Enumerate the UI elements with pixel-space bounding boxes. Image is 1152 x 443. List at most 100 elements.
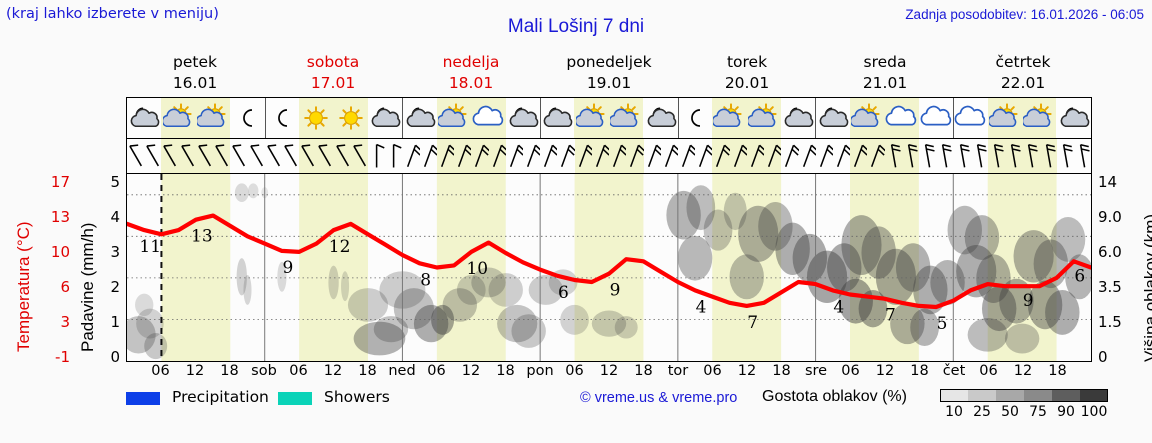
cloud-density-tick: 100	[1080, 404, 1108, 420]
weather-icon-row	[126, 97, 1092, 139]
wind-barb	[248, 139, 265, 173]
wind-barb	[299, 139, 317, 173]
wind-barb	[971, 139, 988, 173]
precipitation-tick: 1	[110, 313, 120, 331]
cloud-density-legend-title: Gostota oblakov (%)	[762, 388, 907, 405]
wind-barb	[144, 139, 161, 173]
svg-text:7: 7	[747, 313, 758, 333]
day-name: četrtek	[995, 53, 1051, 71]
x-axis-tick: 12	[599, 363, 619, 379]
weather-icon-cloud	[919, 98, 953, 138]
wind-barb	[764, 139, 784, 173]
meteogram-plot: 11 13 9 12 8 10 6 9 4 7 4 7 5 9 6	[126, 173, 1092, 362]
wind-barb	[919, 139, 936, 173]
svg-text:9: 9	[610, 281, 621, 301]
wind-barb	[436, 139, 457, 173]
weather-icon-moon-cloud	[815, 98, 849, 138]
weather-icon-moon	[264, 98, 299, 138]
cloud-height-tick: 6.0	[1098, 243, 1122, 261]
weather-icon-moon-cloud	[540, 98, 574, 138]
x-axis-tick: 18	[910, 363, 929, 379]
weather-icon-sun-cloud	[195, 98, 231, 138]
wind-barb	[557, 139, 577, 173]
wind-barb	[591, 139, 612, 173]
temperature-tick: 13	[50, 208, 70, 226]
wind-barb	[195, 139, 214, 173]
svg-text:5: 5	[937, 314, 948, 334]
day-separator	[540, 98, 542, 138]
temperature-tick: -1	[55, 348, 70, 366]
wind-barb	[695, 139, 715, 173]
day-header-torek: torek 20.01	[678, 52, 816, 96]
weather-icon-moon-cloud	[402, 98, 436, 138]
precipitation-tick: 3	[110, 243, 120, 261]
x-axis-tick: 12	[737, 363, 757, 379]
svg-text:9: 9	[283, 258, 294, 278]
weather-icon-sun-cloud	[608, 98, 644, 138]
svg-text:6: 6	[1074, 266, 1085, 286]
temperature-axis-title: Temperatura (°C)	[14, 221, 33, 352]
svg-text:13: 13	[191, 227, 213, 247]
plot-canvas: 11 13 9 12 8 10 6 9 4 7 4 7 5 9 6	[127, 174, 1091, 361]
x-axis-tick: sob	[251, 363, 277, 379]
temperature-labels: 11 13 9 12 8 10 6 9 4 7 4 7 5 9 6	[139, 227, 1085, 334]
wind-barb	[213, 139, 231, 173]
x-axis-tick: ned	[388, 363, 416, 379]
temperature-tick: 3	[60, 313, 70, 331]
x-axis-tick: 12	[875, 363, 895, 379]
weather-icon-moon	[230, 98, 264, 138]
svg-text:8: 8	[420, 270, 431, 290]
x-axis-tick: 06	[151, 363, 170, 379]
cloud-height-tick: 1.5	[1098, 313, 1122, 331]
day-date: 20.01	[724, 74, 770, 92]
weather-icon-moon-cloud	[781, 98, 815, 138]
cloud-height-tick: 9.0	[1098, 208, 1122, 226]
day-header-četrtek: četrtek 22.01	[954, 52, 1092, 96]
cloud-density-swatch	[1052, 389, 1080, 402]
wind-barb	[161, 139, 179, 173]
wind-barb	[678, 139, 698, 173]
wind-barb	[833, 139, 853, 173]
weather-icon-sun-cloud	[746, 98, 782, 138]
copyright-text[interactable]: © vreme.us & vreme.pro	[580, 390, 738, 406]
cloud-height-axis-title: Višina oblakov (km)	[1141, 213, 1152, 362]
cloud-density-tick: 75	[1029, 404, 1047, 420]
weather-icon-sun-cloud	[849, 98, 885, 138]
cloud-density-swatch	[968, 389, 996, 402]
x-axis-tick: tor	[667, 363, 689, 379]
day-header-sreda: sreda 21.01	[816, 52, 954, 96]
wind-barb	[471, 139, 491, 173]
showers-legend-swatch	[278, 392, 312, 405]
x-axis-tick: 18	[772, 363, 791, 379]
weather-icon-moon-cloud	[368, 98, 402, 138]
x-axis-tick: čet	[942, 363, 966, 379]
weather-icon-sun	[299, 98, 334, 138]
day-header-petek: petek 16.01	[126, 52, 264, 96]
day-name: petek	[173, 53, 217, 71]
x-axis-tick: 06	[703, 363, 722, 379]
weather-icon-moon	[677, 98, 712, 138]
precipitation-tick: 2	[110, 278, 120, 296]
showers-legend-label: Showers	[324, 388, 390, 406]
x-axis-tick: 12	[461, 363, 481, 379]
last-update-text: Zadnja posodobitev: 16.01.2026 - 06:05	[905, 7, 1144, 22]
day-date: 16.01	[172, 74, 218, 92]
wind-barb	[884, 139, 902, 173]
legend: Precipitation Showers © vreme.us & vreme…	[126, 388, 1146, 436]
svg-text:9: 9	[1023, 291, 1034, 311]
precipitation-tick: 4	[110, 208, 120, 226]
cloud-density-tick: 10	[945, 404, 963, 420]
wind-barb	[368, 139, 385, 173]
cloud-density-field	[127, 183, 1091, 360]
day-separator	[953, 98, 955, 138]
wind-barb	[127, 139, 144, 173]
day-separator	[815, 98, 817, 138]
wind-barb	[987, 139, 1006, 173]
svg-text:4: 4	[833, 297, 844, 317]
weather-icon-sun-cloud	[1021, 98, 1057, 138]
temperature-tick: 17	[50, 173, 70, 191]
weather-icon-sun	[333, 98, 368, 138]
day-name: sreda	[863, 53, 907, 71]
svg-text:6: 6	[558, 283, 569, 303]
weather-icon-cloud	[471, 98, 506, 138]
